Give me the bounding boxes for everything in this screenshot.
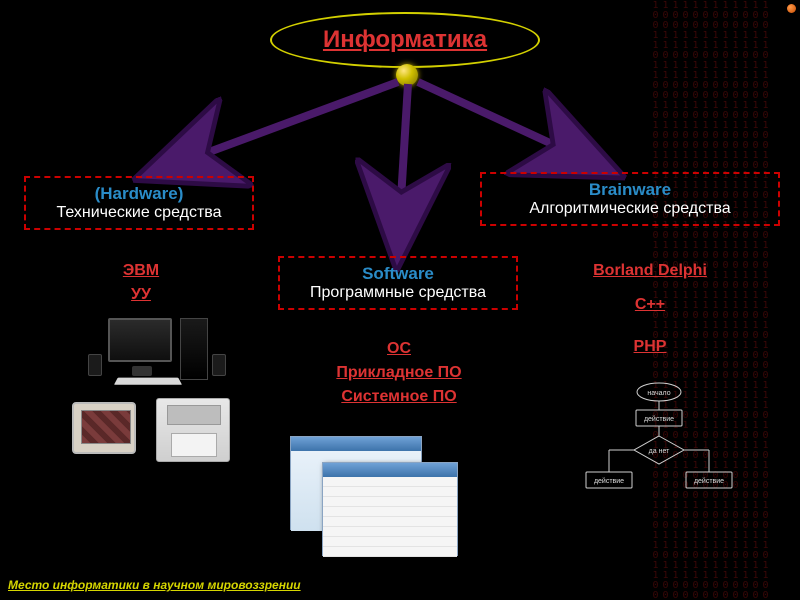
fc-action-label: действие — [644, 415, 674, 423]
keyboard-icon — [114, 378, 182, 385]
link-uu[interactable]: УУ — [96, 286, 186, 304]
fc-cond-label: да нет — [649, 448, 670, 455]
brainware-sub: Алгоритмические средства — [494, 200, 766, 218]
brainware-heading: Brainware — [494, 180, 766, 200]
brainware-box: Brainware Алгоритмические средства — [480, 172, 780, 226]
link-applied[interactable]: Прикладное ПО — [304, 364, 494, 382]
brainware-links: Borland Delphi C++ PHP — [570, 256, 730, 362]
software-sub: Программные средства — [292, 284, 504, 302]
link-evm[interactable]: ЭВМ — [96, 262, 186, 280]
center-sphere-icon — [396, 64, 418, 86]
link-delphi[interactable]: Borland Delphi — [570, 262, 730, 280]
crt-monitor-icon — [72, 402, 136, 454]
hardware-image — [62, 318, 262, 468]
hardware-box: (Hardware) Технические средства — [24, 176, 254, 230]
software-links: ОС Прикладное ПО Системное ПО — [304, 334, 494, 412]
hardware-heading: (Hardware) — [38, 184, 240, 204]
footer-text: Место информатики в научном мировоззрени… — [8, 578, 301, 592]
title-text: Информатика — [323, 26, 487, 54]
software-image — [290, 436, 460, 556]
link-php[interactable]: PHP — [570, 338, 730, 356]
slide-canvas: Информатика (Hardware) Технические средс… — [0, 0, 800, 600]
link-os[interactable]: ОС — [304, 340, 494, 358]
title-oval: Информатика — [270, 12, 540, 68]
window-icon — [322, 462, 458, 556]
flowchart-image: начало действие да нет действие действие — [574, 380, 744, 510]
hardware-sub: Технические средства — [38, 204, 240, 222]
monitor-icon — [108, 318, 172, 362]
link-system[interactable]: Системное ПО — [304, 388, 494, 406]
speaker-icon — [212, 354, 226, 376]
software-heading: Software — [292, 264, 504, 284]
link-cpp[interactable]: C++ — [570, 296, 730, 314]
fc-action-label: действие — [594, 477, 624, 485]
software-box: Software Программные средства — [278, 256, 518, 310]
speaker-icon — [88, 354, 102, 376]
fc-start-label: начало — [647, 390, 670, 397]
pc-tower-icon — [180, 318, 208, 380]
hardware-links: ЭВМ УУ — [96, 256, 186, 310]
fc-action-label: действие — [694, 477, 724, 485]
printer-icon — [156, 398, 230, 462]
